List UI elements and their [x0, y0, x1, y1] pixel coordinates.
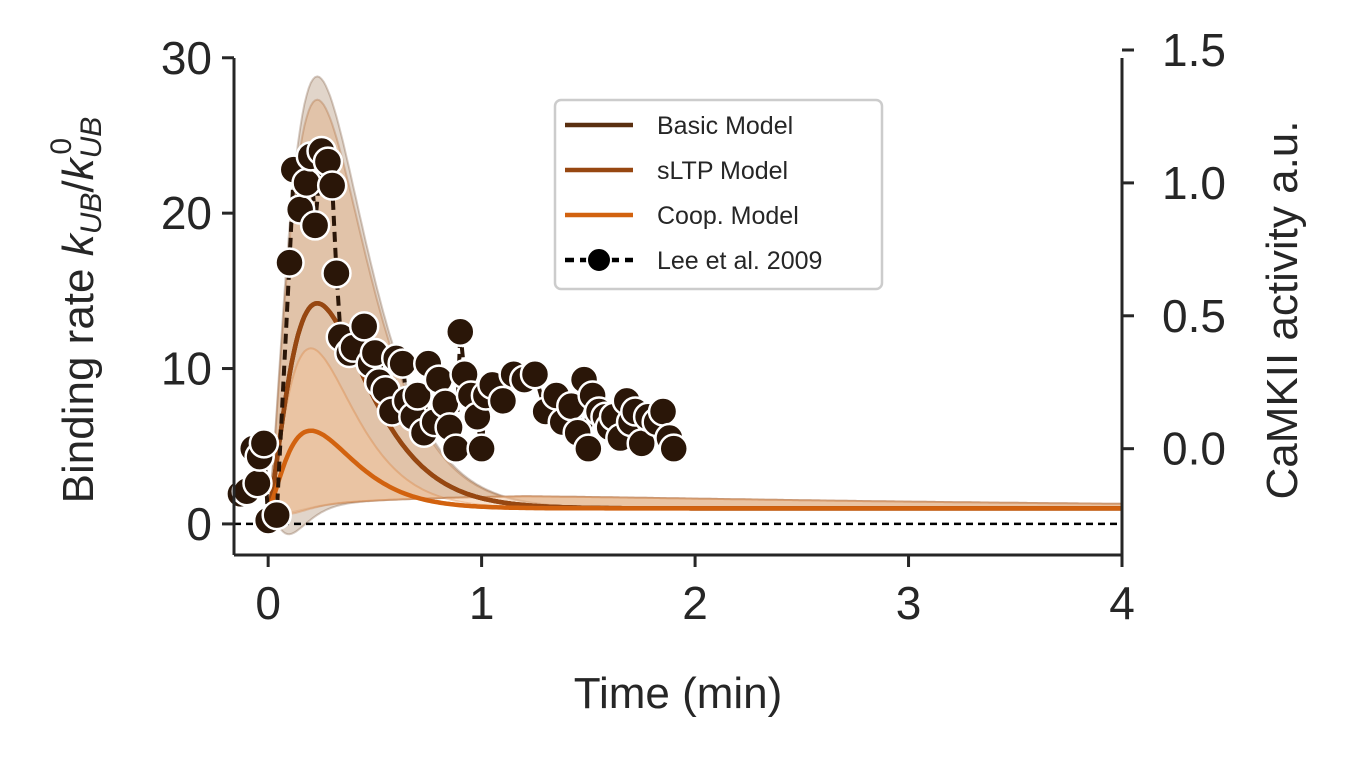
data-point — [248, 428, 280, 459]
y-tick-label: 30 — [161, 32, 212, 84]
y-axis-label: Binding rate kUB/kUB0 — [45, 117, 108, 504]
y-right-tick-label: 0.0 — [1162, 423, 1226, 475]
y-right-axis-label: CaMKII activity a.u. — [1258, 120, 1307, 499]
x-tick-label: 4 — [1109, 577, 1135, 629]
legend: Basic Model sLTP Model Coop. Model Lee et a… — [553, 98, 884, 291]
data-point — [321, 258, 352, 289]
y-right-tick-label: 1.5 — [1162, 24, 1226, 76]
axes: 0 1 2 3 4 0 10 20 30 0.0 0.5 1.0 1.5 — [161, 24, 1226, 629]
y-tick-label: 20 — [161, 187, 212, 239]
legend-label: Basic Model — [657, 112, 793, 140]
data-point — [647, 396, 679, 427]
x-tick-label: 0 — [255, 577, 281, 629]
y-right-tick-label: 1.0 — [1162, 157, 1226, 209]
data-point — [299, 210, 331, 241]
y-right-tick-label: 0.5 — [1162, 290, 1226, 342]
data-point — [387, 348, 418, 379]
data-point — [487, 385, 519, 417]
data-point — [402, 380, 433, 411]
legend-marker — [586, 247, 612, 273]
y-axis-label-prefix: Binding rate — [54, 256, 103, 503]
y-tick-label: 0 — [186, 498, 212, 550]
y-tick-label: 10 — [161, 343, 212, 395]
data-point — [274, 247, 305, 278]
legend-label: Coop. Model — [657, 202, 799, 230]
data-point — [466, 433, 497, 464]
legend-box — [553, 98, 884, 291]
data-point — [519, 359, 551, 390]
data-point — [440, 433, 472, 464]
data-point — [242, 467, 273, 499]
lee-2009-data — [225, 135, 689, 536]
data-point — [291, 167, 322, 199]
curve-coop-model — [266, 428, 1122, 511]
x-axis-label: Time (min) — [574, 669, 783, 718]
legend-label: sLTP Model — [657, 157, 788, 185]
data-point — [445, 316, 476, 347]
legend-label: Lee et al. 2009 — [657, 247, 822, 275]
data-point — [658, 433, 689, 464]
data-point — [348, 311, 380, 342]
x-tick-label: 2 — [682, 577, 708, 629]
x-tick-label: 3 — [896, 577, 922, 629]
data-point — [316, 170, 348, 201]
x-tick-label: 1 — [469, 577, 495, 629]
data-point — [261, 499, 292, 531]
data-point — [573, 433, 604, 464]
model-curves — [266, 301, 1122, 511]
